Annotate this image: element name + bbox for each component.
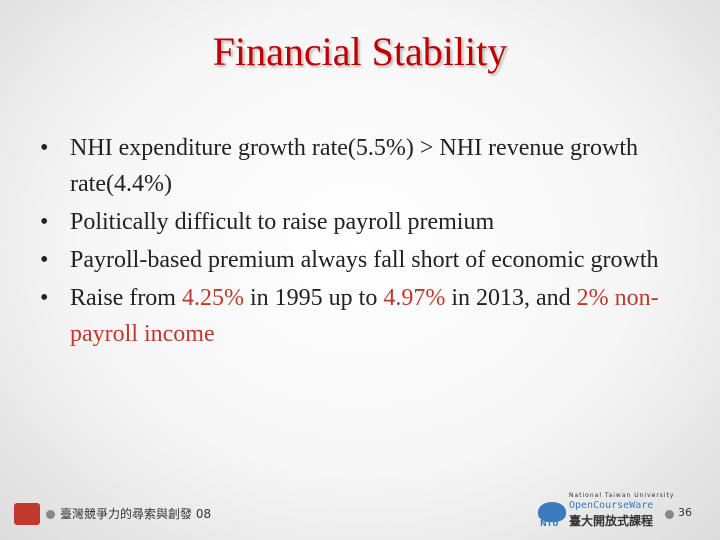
course-label: 臺灣競爭力的尋索與創發 08 (60, 507, 212, 521)
bullet: Raise from 4.25% in 1995 up to 4.97% in … (40, 280, 680, 352)
logo-university: National Taiwan University (569, 492, 675, 499)
footer-icon (14, 503, 40, 525)
bullet: NHI expenditure growth rate(5.5%) > NHI … (40, 130, 680, 202)
bullet: Payroll-based premium always fall short … (40, 242, 680, 278)
bullet-text: Payroll-based premium always fall short … (70, 247, 659, 273)
bullet-text: NHI expenditure growth rate(5.5%) > NHI … (70, 135, 639, 197)
logo-badge: NTU (540, 519, 559, 528)
bullet-text: in 1995 up to (243, 285, 384, 311)
bullet-text: Politically difficult to raise payroll p… (70, 209, 495, 235)
bullet-text: 2% non-payroll income (70, 285, 659, 347)
slide-title: Financial Stability (212, 29, 508, 74)
bullet-text: 4.25% (181, 285, 244, 311)
bullet-text: in 2013, and (445, 285, 577, 311)
bullet-text: Raise from (70, 285, 182, 311)
bullet-text: 4.97% (383, 285, 446, 311)
bullet: Politically difficult to raise payroll p… (40, 204, 680, 240)
bullet-list: NHI expenditure growth rate(5.5%) > NHI … (40, 130, 680, 354)
page-dot (665, 510, 674, 519)
logo-ocw: OpenCourseWare (569, 500, 654, 511)
footer-dot (46, 510, 55, 519)
logo-mark (538, 502, 566, 522)
page-number: 36 (678, 506, 692, 519)
logo-chinese: 臺大開放式課程 (569, 514, 654, 528)
